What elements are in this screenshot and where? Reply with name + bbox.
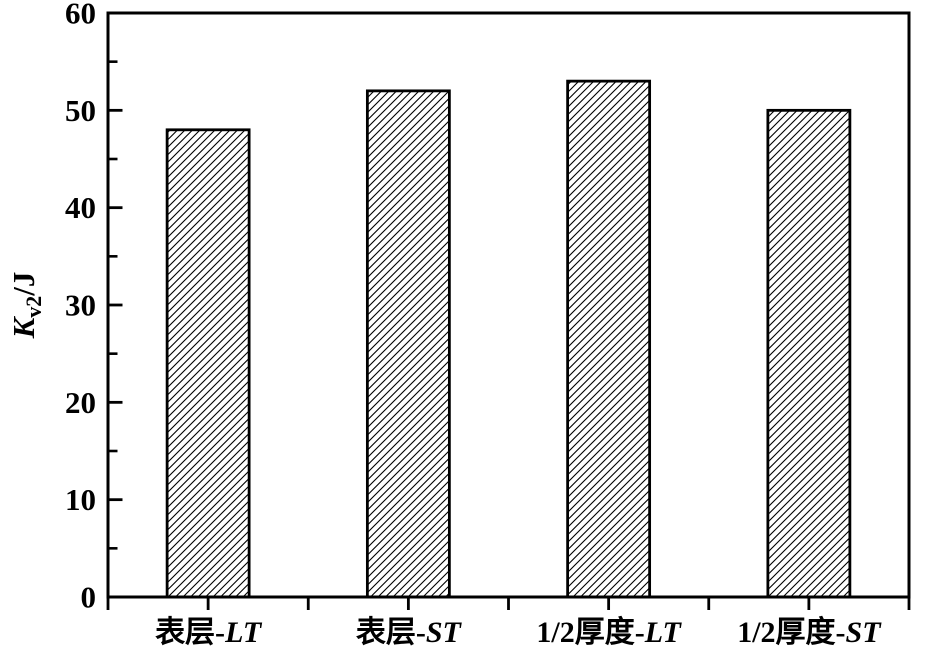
- y-tick-label-10: 10: [65, 482, 96, 517]
- x-category-label-1: 表层-LT: [155, 616, 263, 649]
- bar-4: [766, 108, 852, 599]
- y-tick-label-50: 50: [65, 93, 96, 128]
- x-category-label-4: 1/2厚度-ST: [737, 616, 882, 649]
- x-category-label-2: 表层-ST: [356, 616, 463, 649]
- y-tick-label-60: 60: [65, 0, 96, 31]
- x-category-label-3: 1/2厚度-LT: [536, 616, 682, 649]
- y-tick-label-40: 40: [65, 190, 96, 225]
- y-tick-label-20: 20: [65, 385, 96, 420]
- y-tick-label-30: 30: [65, 288, 96, 323]
- bar-2: [365, 89, 451, 599]
- bar-3: [566, 79, 652, 599]
- y-tick-label-0: 0: [81, 580, 97, 615]
- y-axis-label: Kv2/J: [6, 272, 46, 340]
- bar-1: [165, 128, 251, 599]
